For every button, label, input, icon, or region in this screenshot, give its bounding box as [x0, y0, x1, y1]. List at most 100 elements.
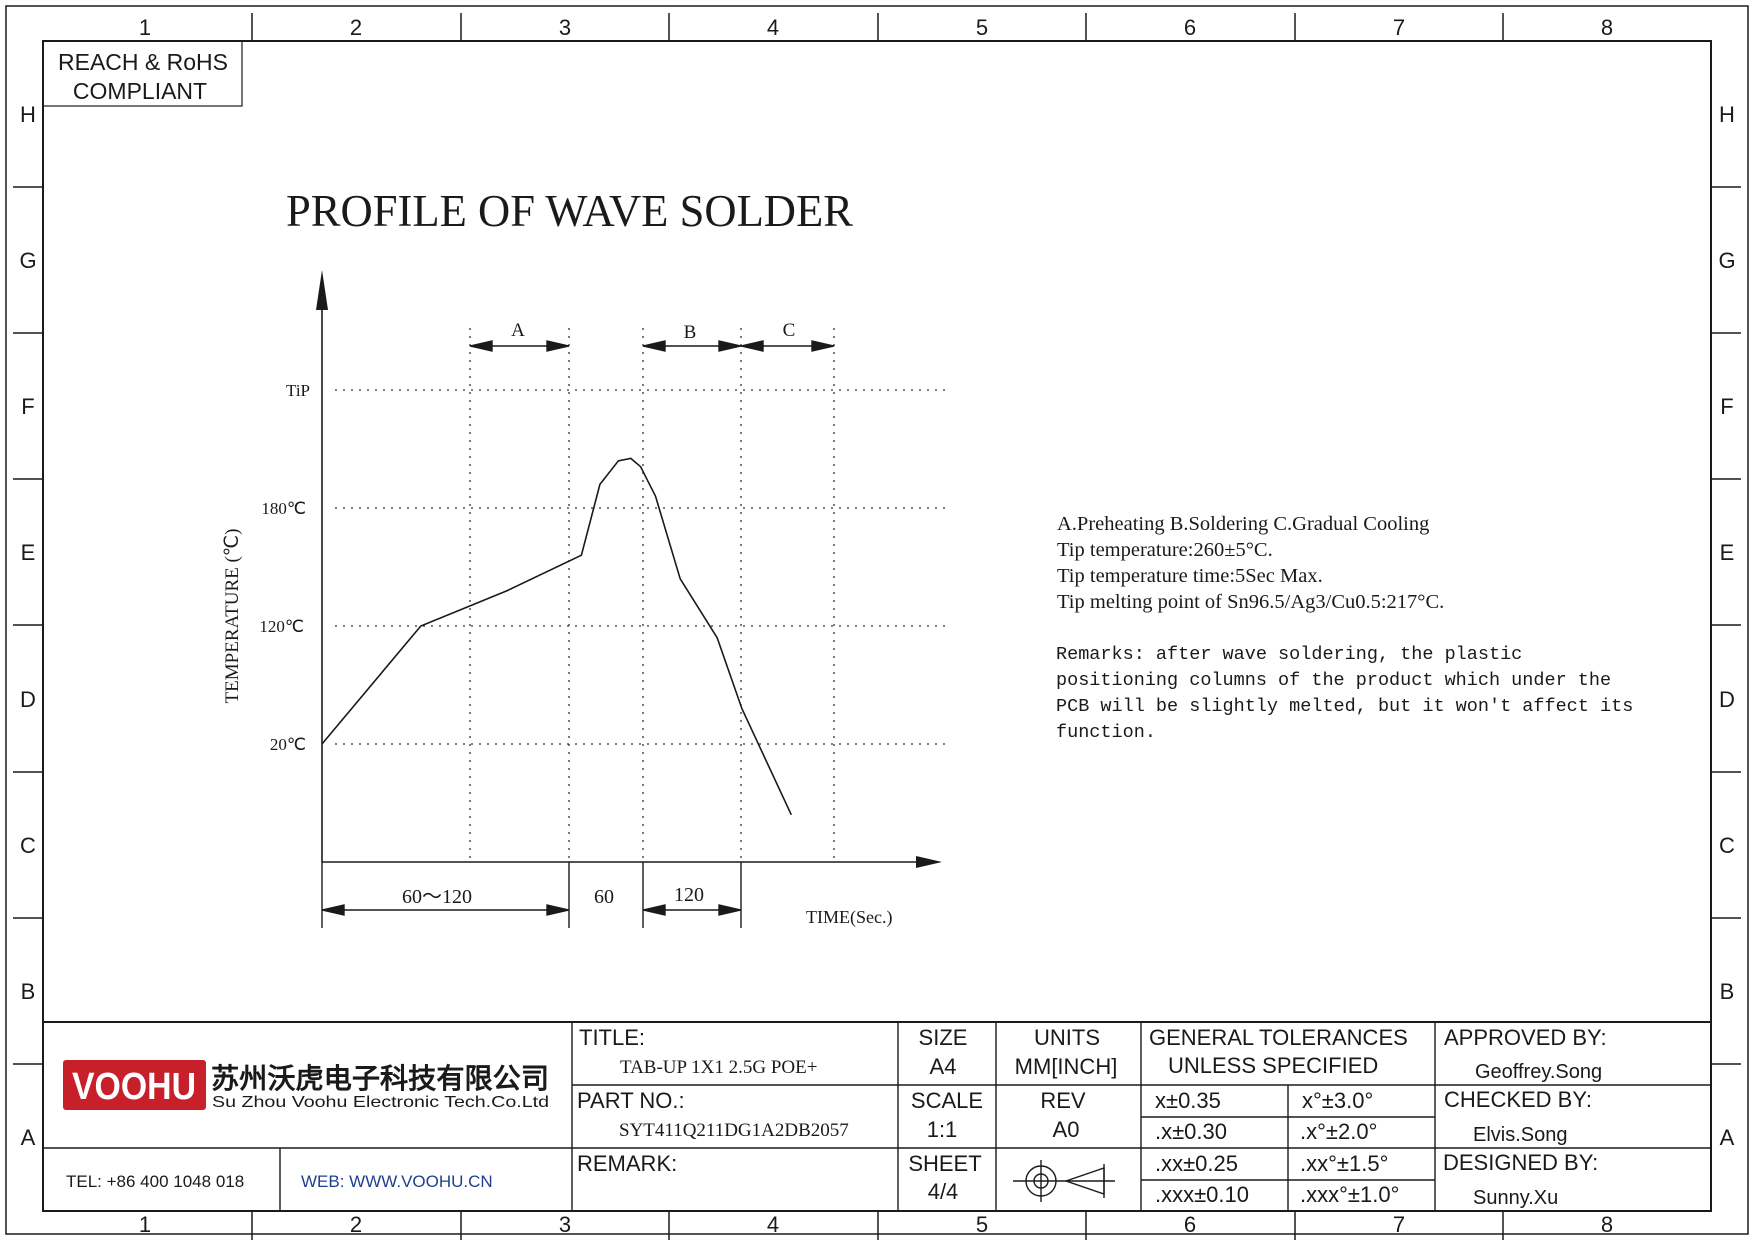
row-label-left-C: C [20, 833, 36, 858]
col-label-top-6: 6 [1184, 15, 1196, 40]
row-label-left-A: A [21, 1125, 36, 1150]
sheet-label: SHEET [908, 1151, 981, 1176]
tol-angular-0: x°±3.0° [1302, 1088, 1373, 1113]
tel-text: TEL: +86 400 1048 018 [66, 1172, 244, 1191]
row-label-left-D: D [20, 687, 36, 712]
inner-frame [42, 40, 1712, 1212]
temperature-profile-line [321, 457, 793, 816]
logo-text: VOOHU [72, 1066, 196, 1108]
compliance-box: REACH & RoHS COMPLIANT [42, 40, 243, 107]
note-line-4: Tip melting point of Sn96.5/Ag3/Cu0.5:21… [1057, 591, 1444, 613]
checked-value: Elvis.Song [1473, 1124, 1568, 1146]
tol-linear-0: x±0.35 [1155, 1088, 1221, 1113]
compliance-line1: REACH & RoHS [58, 49, 228, 75]
row-label-right-D: D [1719, 687, 1735, 712]
col-label-bottom-4: 4 [767, 1212, 779, 1237]
row-label-right-C: C [1719, 833, 1735, 858]
size-value: A4 [930, 1054, 957, 1079]
col-label-top-4: 4 [767, 15, 779, 40]
remark-line-3: PCB will be slightly melted, but it won'… [1056, 696, 1633, 717]
remark-line-4: function. [1056, 722, 1156, 743]
col-label-bottom-8: 8 [1601, 1212, 1613, 1237]
row-label-right-F: F [1720, 394, 1733, 419]
col-label-bottom-7: 7 [1393, 1212, 1405, 1237]
col-label-bottom-3: 3 [559, 1212, 571, 1237]
col-label-top-1: 1 [139, 15, 151, 40]
time-seg-2: 60 [594, 886, 614, 908]
row-label-left-H: H [20, 102, 36, 127]
y-tick-20: 20℃ [270, 735, 306, 754]
column-ticks [251, 13, 1504, 1240]
row-labels: H G F E D C B A H G F E D C B A [19, 102, 1735, 1150]
phase-label-a: A [511, 320, 525, 341]
rev-label: REV [1040, 1088, 1086, 1113]
sheet-value: 4/4 [928, 1179, 959, 1204]
y-tick-tip: TiP [286, 381, 310, 400]
tol-linear-1: .x±0.30 [1155, 1119, 1227, 1144]
note-line-1: A.Preheating B.Soldering C.Gradual Cooli… [1057, 513, 1429, 535]
approved-label: APPROVED BY: [1444, 1025, 1607, 1050]
note-line-3: Tip temperature time:5Sec Max. [1057, 565, 1323, 587]
col-label-bottom-1: 1 [139, 1212, 151, 1237]
time-dimensions [321, 862, 742, 928]
rev-value: A0 [1053, 1117, 1080, 1142]
company-name-cn: 苏州沃虎电子科技有限公司 [211, 1063, 549, 1094]
vertical-guides [469, 328, 835, 862]
approved-value: Geoffrey.Song [1475, 1061, 1602, 1083]
row-label-left-G: G [19, 248, 36, 273]
tol-angular-3: .xxx°±1.0° [1300, 1182, 1399, 1207]
solder-profile-chart: TiP 180℃ 120℃ 20℃ TEMPERATURE (℃) A B C [222, 270, 945, 928]
drawing-title: PROFILE OF WAVE SOLDER [286, 186, 853, 236]
horizontal-guides [335, 389, 945, 745]
phase-label-c: C [783, 320, 796, 341]
row-ticks [13, 186, 1741, 1065]
col-label-top-5: 5 [976, 15, 988, 40]
note-line-2: Tip temperature:260±5°C. [1057, 539, 1273, 561]
phase-dimensions [469, 340, 835, 352]
tol-linear-2: .xx±0.25 [1155, 1151, 1238, 1176]
row-label-right-A: A [1720, 1125, 1735, 1150]
units-value: MM[INCH] [1015, 1054, 1118, 1079]
x-axis-label: TIME(Sec.) [806, 907, 892, 928]
scale-value: 1:1 [927, 1117, 958, 1142]
scale-label: SCALE [911, 1088, 983, 1113]
col-label-top-2: 2 [350, 15, 362, 40]
row-label-left-E: E [21, 540, 36, 565]
col-label-top-7: 7 [1393, 15, 1405, 40]
designed-label: DESIGNED BY: [1443, 1150, 1598, 1175]
col-label-bottom-2: 2 [350, 1212, 362, 1237]
row-label-right-H: H [1719, 102, 1735, 127]
company-logo: VOOHU 苏州沃虎电子科技有限公司 Su Zhou Voohu Electro… [63, 1060, 549, 1111]
designed-value: Sunny.Xu [1473, 1187, 1558, 1209]
projection-symbol-icon [1013, 1160, 1115, 1202]
y-tick-180: 180℃ [261, 499, 306, 518]
remark-label: REMARK: [577, 1151, 677, 1176]
remarks-text: Remarks: after wave soldering, the plast… [1056, 644, 1633, 743]
title-block [43, 1021, 1711, 1211]
time-seg-1: 60～120 [402, 886, 472, 908]
col-label-top-3: 3 [559, 15, 571, 40]
remark-line-2: positioning columns of the product which… [1056, 670, 1611, 691]
sheet-info: SIZE A4 SCALE 1:1 SHEET 4/4 UNITS MM[INC… [908, 1025, 1117, 1204]
process-notes: A.Preheating B.Soldering C.Gradual Cooli… [1057, 513, 1444, 613]
column-labels: 1 2 3 4 5 6 7 8 1 2 3 4 5 6 7 8 [139, 15, 1613, 1237]
col-label-bottom-5: 5 [976, 1212, 988, 1237]
checked-label: CHECKED BY: [1444, 1087, 1592, 1112]
phase-label-b: B [684, 322, 697, 343]
y-tick-120: 120℃ [259, 617, 304, 636]
approval-block: APPROVED BY: Geoffrey.Song CHECKED BY: E… [1443, 1025, 1607, 1209]
row-label-right-B: B [1720, 979, 1735, 1004]
units-label: UNITS [1034, 1025, 1100, 1050]
remark-line-1: Remarks: after wave soldering, the plast… [1056, 644, 1522, 665]
col-label-bottom-6: 6 [1184, 1212, 1196, 1237]
title-label: TITLE: [579, 1025, 645, 1050]
col-label-top-8: 8 [1601, 15, 1613, 40]
title-value: TAB-UP 1X1 2.5G POE+ [620, 1057, 817, 1078]
web-text: WEB: WWW.VOOHU.CN [301, 1172, 493, 1191]
y-axis-label: TEMPERATURE (℃) [222, 529, 243, 704]
tolerances-block: GENERAL TOLERANCES UNLESS SPECIFIED x±0.… [1149, 1025, 1408, 1207]
outer-frame [5, 5, 1749, 1235]
compliance-line2: COMPLIANT [73, 78, 207, 104]
size-label: SIZE [919, 1025, 968, 1050]
